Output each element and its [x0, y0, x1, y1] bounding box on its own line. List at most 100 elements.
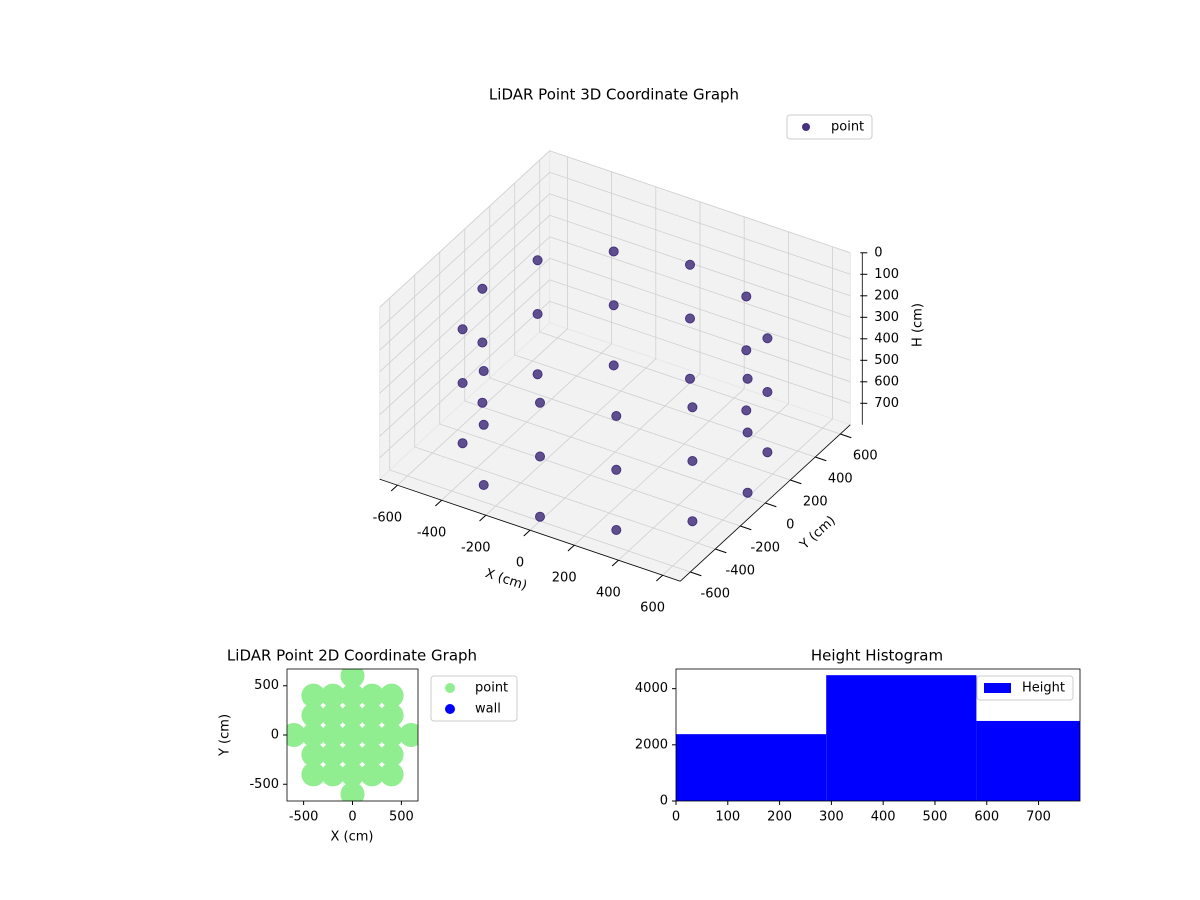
plot-area	[287, 669, 418, 801]
point	[340, 762, 365, 787]
point	[535, 451, 545, 462]
y-tick-label: -600	[701, 587, 731, 602]
point	[687, 402, 698, 413]
point	[340, 723, 365, 747]
point	[535, 511, 545, 522]
point	[741, 291, 752, 302]
x-tick-label: 600	[640, 601, 665, 616]
point	[301, 703, 326, 728]
x-tick	[656, 574, 663, 582]
point	[340, 703, 365, 728]
point	[320, 762, 345, 787]
x-tick-label: -200	[461, 541, 491, 556]
x-tick	[567, 544, 575, 552]
x-tick	[390, 484, 398, 492]
grid-line	[618, 231, 789, 561]
z-tick-label: 500	[874, 353, 899, 368]
grid-line	[379, 171, 851, 329]
grid-line	[389, 298, 691, 573]
point	[379, 742, 404, 767]
point	[457, 438, 468, 449]
point	[687, 456, 698, 466]
point	[741, 405, 752, 416]
x-axis-label: X (cm)	[331, 830, 374, 845]
grid-line	[439, 252, 741, 527]
point	[320, 703, 345, 728]
x-tick-label: -600	[373, 511, 403, 526]
y-tick-label: -400	[726, 564, 756, 579]
point	[611, 411, 622, 422]
grid-line	[414, 275, 716, 550]
x-tick-label: 600	[974, 810, 999, 825]
y-tick-label: -500	[249, 777, 279, 792]
point	[379, 703, 404, 728]
grid-line	[539, 160, 841, 435]
x-tick-label: 400	[871, 810, 896, 825]
x-axis-line	[379, 478, 681, 582]
grid-line	[379, 214, 851, 372]
grid-line	[529, 201, 701, 531]
bar	[826, 675, 977, 801]
legend-marker	[802, 123, 810, 131]
x-tick	[611, 559, 619, 567]
y-tick	[690, 571, 702, 577]
z-tick-label: 400	[874, 331, 899, 346]
legend-label: point	[475, 681, 508, 696]
y-axis-line	[680, 424, 851, 582]
x-tick-label: 0	[516, 556, 524, 571]
y-tick-label: -200	[751, 541, 781, 556]
chart-title: LiDAR Point 2D Coordinate Graph	[227, 647, 477, 665]
y-tick-label: 500	[254, 678, 279, 693]
x-tick	[523, 529, 531, 537]
z-tick-label: 300	[874, 310, 899, 325]
point	[301, 723, 326, 747]
legend-box	[786, 114, 873, 140]
point	[287, 723, 306, 747]
x-tick-label: 400	[596, 586, 621, 601]
point	[685, 373, 695, 384]
point	[477, 397, 488, 408]
legend-label: point	[831, 120, 864, 135]
grid-line	[379, 150, 851, 308]
y-tick-label: 2000	[635, 737, 668, 752]
point	[687, 516, 698, 527]
y-tick-label: 0	[786, 518, 794, 533]
y-tick-label: 200	[803, 495, 828, 510]
point	[379, 683, 404, 708]
x-tick-label: 500	[923, 810, 948, 825]
legend-patch	[984, 683, 1011, 693]
point	[532, 309, 543, 319]
z-axis-label: H (cm)	[911, 303, 926, 347]
x-tick	[479, 514, 487, 522]
x-tick-label: -500	[289, 810, 319, 825]
point	[360, 742, 385, 767]
grid-line	[441, 171, 612, 501]
point	[301, 762, 326, 787]
point	[535, 397, 545, 408]
z-tick-label: 200	[874, 288, 899, 303]
y-tick-label: 400	[828, 472, 853, 487]
point	[320, 683, 345, 708]
point	[608, 300, 619, 311]
point	[608, 246, 619, 257]
point	[340, 669, 365, 688]
point	[379, 723, 404, 747]
grid-line	[379, 236, 851, 394]
point	[379, 762, 404, 787]
point	[320, 723, 345, 747]
grid-line	[397, 156, 568, 486]
x-tick	[435, 499, 442, 507]
axes-frame	[675, 668, 1081, 802]
point	[360, 683, 385, 708]
x-tick-label: 0	[672, 810, 680, 825]
y-tick	[790, 479, 802, 485]
grid-line	[514, 183, 816, 458]
legend-label: wall	[475, 702, 501, 717]
point	[399, 723, 418, 747]
y-axis-label: Y (cm)	[218, 714, 233, 757]
point	[762, 333, 773, 344]
z-tick-label: 0	[874, 245, 882, 260]
grid-line	[379, 193, 851, 351]
legend-marker	[445, 704, 455, 714]
point	[532, 369, 543, 380]
